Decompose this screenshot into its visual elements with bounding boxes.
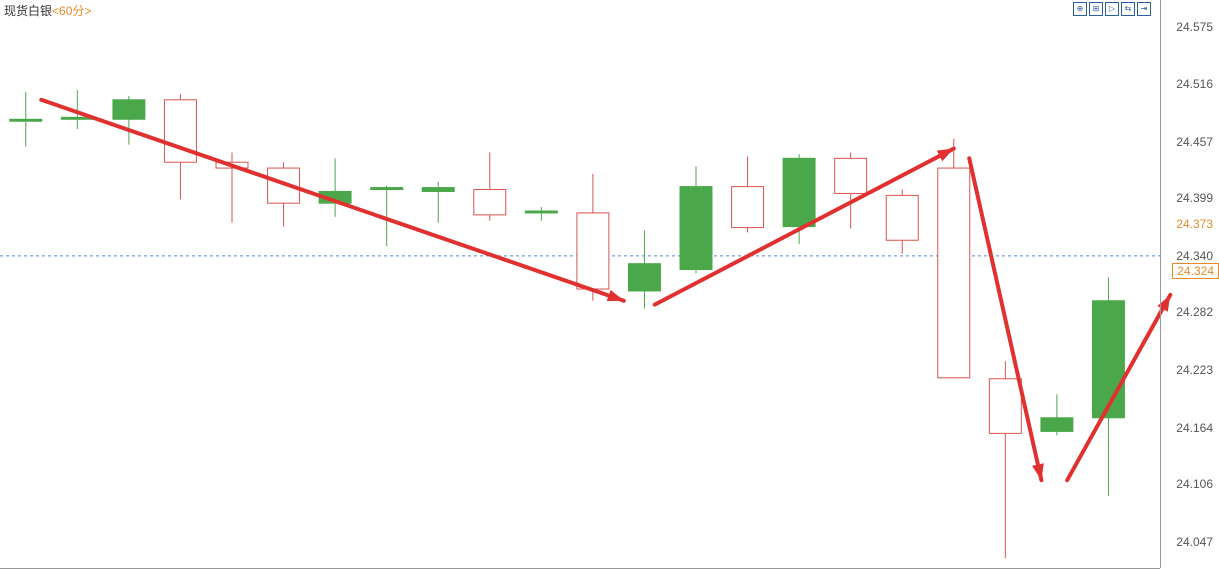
y-tick-label: 24.516 xyxy=(1176,77,1213,91)
candle-body[interactable] xyxy=(371,188,403,190)
y-tick-label: 24.575 xyxy=(1176,20,1213,34)
candle-body[interactable] xyxy=(525,211,557,213)
current-price-flag: 24.324 xyxy=(1172,263,1219,279)
y-tick-label: 24.164 xyxy=(1176,421,1213,435)
candle-body[interactable] xyxy=(422,188,454,192)
candle-body[interactable] xyxy=(628,264,660,291)
candle-body[interactable] xyxy=(577,213,609,289)
trend-arrow-head xyxy=(937,149,954,162)
candlestick-chart[interactable]: 现货白银<60分> ⊕⊞▷⇆⇥ 24.04724.10624.16424.223… xyxy=(0,0,1219,569)
candle-body[interactable] xyxy=(732,187,764,228)
candle-body[interactable] xyxy=(680,187,712,270)
candle-body[interactable] xyxy=(938,168,970,378)
y-tick-label: 24.282 xyxy=(1176,305,1213,319)
y-tick-label: 24.047 xyxy=(1176,535,1213,549)
y-axis-line xyxy=(1160,0,1161,568)
trend-arrow-line xyxy=(41,100,624,301)
candle-body[interactable] xyxy=(886,195,918,240)
trend-arrow-head xyxy=(607,290,624,301)
candle-body[interactable] xyxy=(1041,418,1073,432)
y-tick-label: 24.457 xyxy=(1176,135,1213,149)
candle-body[interactable] xyxy=(989,379,1021,434)
candle-body[interactable] xyxy=(474,190,506,215)
candle-body[interactable] xyxy=(113,100,145,120)
y-tick-label: 24.106 xyxy=(1176,477,1213,491)
y-tick-accent: 24.373 xyxy=(1176,217,1213,231)
candle-body[interactable] xyxy=(835,158,867,193)
y-tick-label: 24.223 xyxy=(1176,363,1213,377)
chart-canvas[interactable] xyxy=(0,0,1219,569)
candle-body[interactable] xyxy=(783,158,815,226)
y-tick-label: 24.399 xyxy=(1176,191,1213,205)
candle-body[interactable] xyxy=(1092,301,1124,418)
y-tick-label: 24.340 xyxy=(1176,249,1213,263)
candle-body[interactable] xyxy=(10,119,42,121)
